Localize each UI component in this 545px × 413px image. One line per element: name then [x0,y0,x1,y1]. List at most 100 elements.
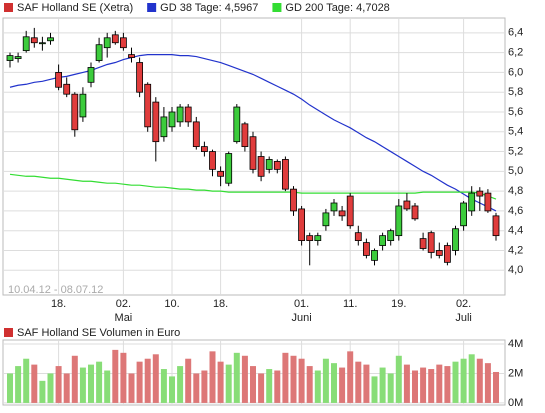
legend-swatch [147,3,157,12]
volume-bar [290,355,297,403]
volume-bar [169,376,175,403]
candle-body [71,93,79,131]
volume-bar [282,352,289,403]
volume-bar [420,367,427,403]
x-tick-label: 10. [164,298,179,310]
y-tick-label: 4,8 [508,185,523,197]
volume-bar [412,370,418,403]
candle-body [184,106,192,123]
candle-body [160,116,168,138]
candle-body [128,54,135,58]
volume-bar [476,358,483,403]
volume-bar [258,373,265,403]
x-tick-label: 11. [343,298,357,310]
volume-bar [120,352,127,403]
candle-body [111,34,119,44]
legend-label: SAF Holland SE (Xetra) [17,2,133,14]
y-tick-label: 6,4 [508,27,523,39]
y-tick-label: 0M [508,397,523,409]
candle-body [225,153,233,184]
volume-bar [193,373,200,403]
volume-bar [298,358,305,403]
candle-body [387,230,395,241]
y-tick-label: 4,2 [508,244,523,256]
volume-bar [47,373,54,403]
candle-body [217,170,225,177]
volume-bar [452,361,459,403]
panel-title: SAF Holland SE Volumen in Euro [17,327,180,339]
y-tick-label: 5,4 [508,126,523,138]
date-range: 10.04.12 - 08.07.12 [8,284,103,296]
moving-average-line [9,173,497,200]
volume-bar [79,367,86,403]
volume-bar [339,367,346,403]
candle-body [103,37,111,49]
volume-bar [314,370,321,403]
volume-bar [96,361,103,403]
candle-body [492,215,500,237]
volume-bar [355,361,362,403]
volume-bar [403,364,410,403]
volume-bar [15,366,22,403]
candle-body [290,188,297,212]
volume-bar [484,363,491,403]
candle-body [395,205,403,237]
volume-bar [55,366,62,403]
volume-bar [274,370,281,403]
candle-body [484,192,492,212]
volume-bar [104,370,111,403]
y-tick-label: 6,0 [508,66,523,78]
x-tick-label: 02. [116,298,131,310]
candle-body [176,106,184,123]
x-tick-label: 18. [213,298,228,310]
volume-bar [7,373,13,403]
y-tick-label: 4,0 [508,264,523,276]
volume-bar [31,364,38,403]
volume-bar [144,358,151,403]
volume-bar [493,371,499,403]
y-tick-label: 4,4 [508,225,523,237]
candle-body [330,202,338,212]
y-tick-label: 6,2 [508,47,523,59]
y-tick-label: 4M [508,338,523,350]
y-tick-label: 5,6 [508,106,523,118]
volume-bar [250,366,256,403]
x-tick-label: 18. [51,298,66,310]
volume-bar [241,355,248,403]
candle-body [371,250,378,261]
legend-label: GD 200 Tage: 4,7028 [285,2,389,14]
candle-body [22,36,30,52]
candle-body [144,83,152,128]
volume-bar [322,358,329,403]
candle-body [87,67,95,83]
candle-body [273,161,281,170]
volume-bar [136,361,143,403]
volume-bar [209,351,216,403]
volume-bar [23,358,30,403]
volume-bar [460,358,467,403]
x-tick-label: 01. [294,298,309,310]
candle-body [95,44,103,61]
volume-bar [306,366,313,403]
legend-swatch [4,328,13,337]
candle-body [452,228,459,251]
volume-bar [112,349,119,403]
price-panel [2,17,506,296]
volume-bar [468,354,475,403]
volume-bar [71,355,78,403]
x-tick-label: 19. [391,298,406,310]
y-tick-label: 2M [508,367,523,379]
legend-label: GD 38 Tage: 4,5967 [160,2,258,14]
candle-body [346,195,354,227]
x-month-label: Juni [292,312,312,324]
volume-bar [444,366,451,403]
volume-bar [387,373,394,403]
candle-body [249,136,257,170]
y-tick-label: 5,8 [508,86,523,98]
volume-bar [160,369,167,403]
candle-body [403,200,411,210]
y-tick-label: 5,0 [508,165,523,177]
candle-body [281,159,289,190]
candle-body [241,123,249,148]
